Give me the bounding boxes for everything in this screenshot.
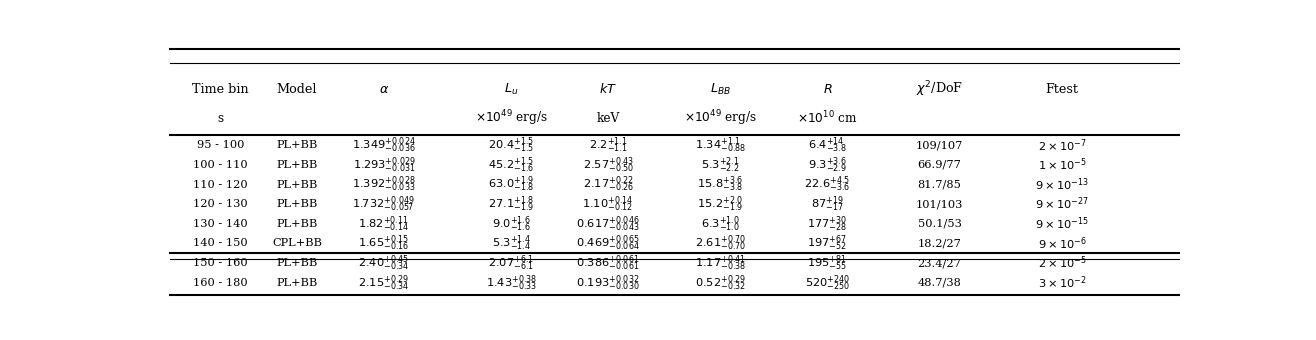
Text: $197^{+67}_{-52}$: $197^{+67}_{-52}$ [808, 234, 848, 253]
Text: $L_u$: $L_u$ [504, 82, 519, 97]
Text: $3\times10^{-2}$: $3\times10^{-2}$ [1037, 274, 1087, 291]
Text: $1.293^{+0.029}_{-0.031}$: $1.293^{+0.029}_{-0.031}$ [353, 155, 415, 175]
Text: $1.17^{+0.41}_{-0.38}$: $1.17^{+0.41}_{-0.38}$ [695, 253, 746, 273]
Text: $27.1^{+1.8}_{-1.9}$: $27.1^{+1.8}_{-1.9}$ [488, 194, 534, 214]
Text: $15.2^{+2.0}_{-1.9}$: $15.2^{+2.0}_{-1.9}$ [697, 194, 744, 214]
Text: $63.0^{+1.9}_{-1.8}$: $63.0^{+1.9}_{-1.8}$ [488, 175, 534, 194]
Text: 95 - 100: 95 - 100 [197, 140, 245, 150]
Text: 120 - 130: 120 - 130 [193, 199, 247, 209]
Text: $1.34^{+1.1}_{-0.88}$: $1.34^{+1.1}_{-0.88}$ [695, 135, 746, 155]
Text: $1.349^{+0.024}_{-0.036}$: $1.349^{+0.024}_{-0.036}$ [351, 135, 416, 155]
Text: $2.2^{+1.1}_{-1.1}$: $2.2^{+1.1}_{-1.1}$ [588, 135, 628, 155]
Text: $\times 10^{49}$ erg/s: $\times 10^{49}$ erg/s [475, 108, 547, 128]
Text: $1.10^{+0.14}_{-0.12}$: $1.10^{+0.14}_{-0.12}$ [583, 194, 634, 214]
Text: PL+BB: PL+BB [276, 219, 317, 229]
Text: PL+BB: PL+BB [276, 278, 317, 288]
Text: $1.732^{+0.049}_{-0.057}$: $1.732^{+0.049}_{-0.057}$ [353, 194, 415, 214]
Text: $9\times10^{-13}$: $9\times10^{-13}$ [1036, 176, 1088, 193]
Text: $177^{+30}_{-28}$: $177^{+30}_{-28}$ [808, 214, 848, 234]
Text: $2\times10^{-7}$: $2\times10^{-7}$ [1037, 137, 1087, 154]
Text: $2.57^{+0.43}_{-0.50}$: $2.57^{+0.43}_{-0.50}$ [583, 155, 634, 175]
Text: $1.43^{+0.38}_{-0.33}$: $1.43^{+0.38}_{-0.33}$ [486, 273, 537, 292]
Text: 48.7/38: 48.7/38 [917, 278, 962, 288]
Text: $15.8^{+3.6}_{-3.8}$: $15.8^{+3.6}_{-3.8}$ [697, 175, 744, 194]
Text: $1.65^{+0.15}_{-0.16}$: $1.65^{+0.15}_{-0.16}$ [358, 234, 409, 253]
Text: $kT$: $kT$ [599, 82, 617, 96]
Text: $2.15^{+0.29}_{-0.34}$: $2.15^{+0.29}_{-0.34}$ [358, 273, 409, 292]
Text: $\times 10^{49}$ erg/s: $\times 10^{49}$ erg/s [684, 108, 757, 128]
Text: keV: keV [596, 112, 620, 124]
Text: $1\times10^{-5}$: $1\times10^{-5}$ [1037, 157, 1087, 173]
Text: $22.6^{+4.5}_{-3.6}$: $22.6^{+4.5}_{-3.6}$ [804, 175, 850, 194]
Text: $520^{+240}_{-250}$: $520^{+240}_{-250}$ [805, 273, 850, 292]
Text: $1.392^{+0.028}_{-0.033}$: $1.392^{+0.028}_{-0.033}$ [351, 175, 416, 194]
Text: $\alpha$: $\alpha$ [379, 83, 390, 96]
Text: 130 - 140: 130 - 140 [193, 219, 247, 229]
Text: 100 - 110: 100 - 110 [193, 160, 247, 170]
Text: 140 - 150: 140 - 150 [193, 238, 247, 249]
Text: $2.07^{+6.1}_{-6.1}$: $2.07^{+6.1}_{-6.1}$ [488, 253, 534, 273]
Text: $0.469^{+0.065}_{-0.064}$: $0.469^{+0.065}_{-0.064}$ [576, 234, 640, 253]
Text: PL+BB: PL+BB [276, 140, 317, 150]
Text: $20.4^{+1.5}_{-1.5}$: $20.4^{+1.5}_{-1.5}$ [488, 135, 534, 155]
Text: $2.61^{+0.70}_{-0.70}$: $2.61^{+0.70}_{-0.70}$ [695, 234, 746, 253]
Text: $0.193^{+0.032}_{-0.030}$: $0.193^{+0.032}_{-0.030}$ [576, 273, 640, 292]
Text: $9\times10^{-27}$: $9\times10^{-27}$ [1036, 196, 1088, 212]
Text: $5.3^{+1.4}_{-1.4}$: $5.3^{+1.4}_{-1.4}$ [492, 234, 530, 253]
Text: $\times 10^{10}$ cm: $\times 10^{10}$ cm [797, 110, 858, 126]
Text: $9\times10^{-15}$: $9\times10^{-15}$ [1036, 216, 1088, 232]
Text: 50.1/53: 50.1/53 [917, 219, 962, 229]
Text: $2.40^{+0.45}_{-0.34}$: $2.40^{+0.45}_{-0.34}$ [358, 253, 409, 273]
Text: $5.3^{+2.1}_{-2.2}$: $5.3^{+2.1}_{-2.2}$ [701, 155, 740, 175]
Text: $6.4^{+14}_{-3.8}$: $6.4^{+14}_{-3.8}$ [808, 135, 846, 155]
Text: $2\times10^{-5}$: $2\times10^{-5}$ [1037, 255, 1087, 271]
Text: $195^{+81}_{-55}$: $195^{+81}_{-55}$ [808, 253, 848, 273]
Text: $9\times10^{-6}$: $9\times10^{-6}$ [1037, 235, 1087, 252]
Text: 150 - 160: 150 - 160 [193, 258, 247, 268]
Text: $2.17^{+0.22}_{-0.26}$: $2.17^{+0.22}_{-0.26}$ [583, 175, 633, 194]
Text: $R$: $R$ [822, 83, 832, 96]
Text: $45.2^{+1.5}_{-1.6}$: $45.2^{+1.5}_{-1.6}$ [488, 155, 534, 175]
Text: PL+BB: PL+BB [276, 160, 317, 170]
Text: $L_{BB}$: $L_{BB}$ [709, 82, 730, 97]
Text: $6.3^{+1.0}_{-1.0}$: $6.3^{+1.0}_{-1.0}$ [701, 214, 740, 234]
Text: 18.2/27: 18.2/27 [917, 238, 962, 249]
Text: $0.52^{+0.29}_{-0.32}$: $0.52^{+0.29}_{-0.32}$ [695, 273, 746, 292]
Text: $9.0^{+1.6}_{-1.6}$: $9.0^{+1.6}_{-1.6}$ [492, 214, 530, 234]
Text: 109/107: 109/107 [916, 140, 963, 150]
Text: $87^{+19}_{-17}$: $87^{+19}_{-17}$ [811, 194, 844, 214]
Text: $9.3^{+3.6}_{-2.9}$: $9.3^{+3.6}_{-2.9}$ [808, 155, 848, 175]
Text: $1.82^{+0.11}_{-0.14}$: $1.82^{+0.11}_{-0.14}$ [358, 214, 409, 234]
Text: PL+BB: PL+BB [276, 199, 317, 209]
Text: 23.4/27: 23.4/27 [917, 258, 962, 268]
Text: 81.7/85: 81.7/85 [917, 180, 962, 189]
Text: PL+BB: PL+BB [276, 258, 317, 268]
Text: Model: Model [276, 83, 317, 96]
Text: 101/103: 101/103 [916, 199, 963, 209]
Text: 66.9/77: 66.9/77 [917, 160, 962, 170]
Text: 160 - 180: 160 - 180 [193, 278, 247, 288]
Text: CPL+BB: CPL+BB [272, 238, 322, 249]
Text: $0.617^{+0.046}_{-0.043}$: $0.617^{+0.046}_{-0.043}$ [576, 214, 640, 234]
Text: s: s [217, 112, 224, 124]
Text: Ftest: Ftest [1045, 83, 1079, 96]
Text: PL+BB: PL+BB [276, 180, 317, 189]
Text: $0.386^{+0.061}_{-0.061}$: $0.386^{+0.061}_{-0.061}$ [576, 253, 640, 273]
Text: Time bin: Time bin [192, 83, 249, 96]
Text: $\chi^2$/DoF: $\chi^2$/DoF [916, 80, 963, 99]
Text: 110 - 120: 110 - 120 [193, 180, 247, 189]
